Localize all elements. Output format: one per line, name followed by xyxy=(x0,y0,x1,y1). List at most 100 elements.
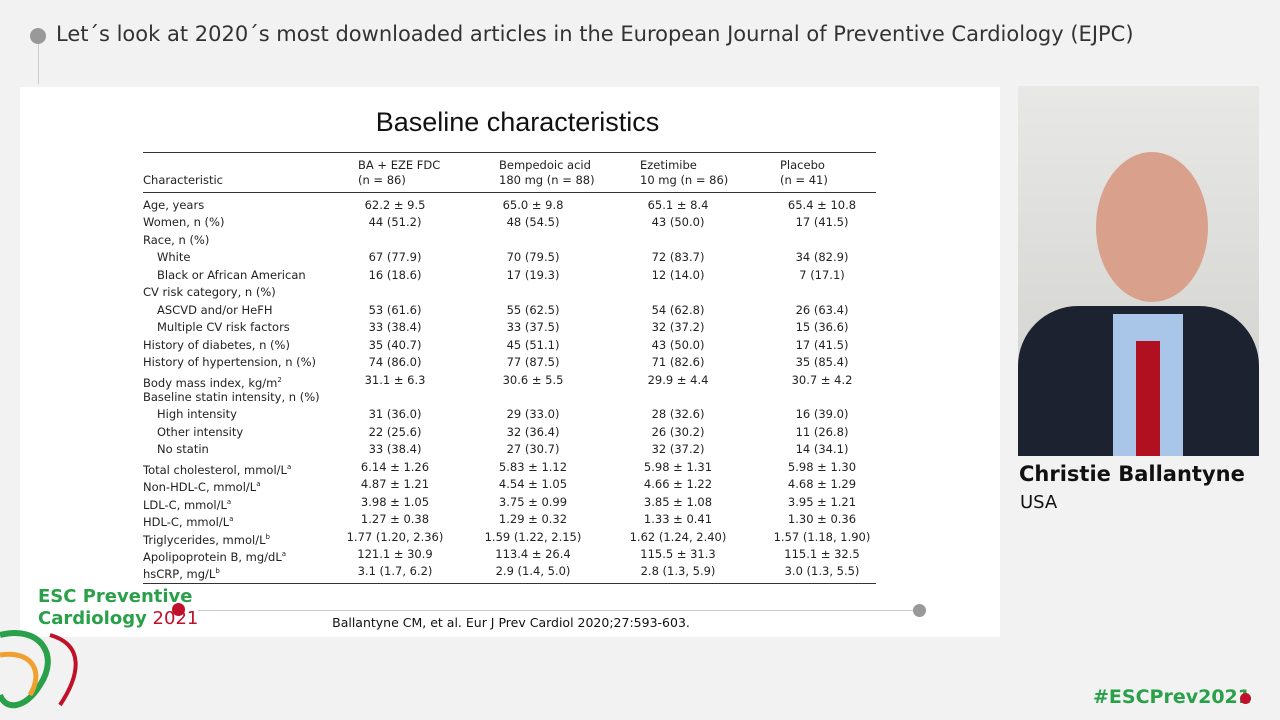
cell-value: 6.14 ± 1.26 xyxy=(360,459,430,474)
hashtag-dot xyxy=(1240,693,1251,704)
cell-value: 44 (51.2) xyxy=(368,215,422,230)
cell-value: 113.4 ± 26.4 xyxy=(495,547,571,561)
row-label-sup: 2 xyxy=(277,375,282,384)
brand-swirl xyxy=(0,630,78,709)
speaker-country: USA xyxy=(1020,492,1058,513)
table-rule xyxy=(143,582,876,584)
cell-value: 31.1 ± 6.3 xyxy=(364,372,426,387)
cell-value: 31 (36.0) xyxy=(368,407,422,422)
row-label-sup: a xyxy=(286,462,292,471)
cell-value: 16 (18.6) xyxy=(368,267,422,282)
row-label: Women, n (%) xyxy=(143,215,224,229)
cell-value: 17 (19.3) xyxy=(506,267,560,282)
cell-value: 2.9 (1.4, 5.0) xyxy=(495,564,571,579)
cell-value: 22 (25.6) xyxy=(368,424,422,439)
cell-value: 29 (33.0) xyxy=(506,407,560,422)
speaker-head xyxy=(1096,152,1208,302)
column-header: Characteristic xyxy=(143,173,223,187)
hashtag: #ESCPrev2021 xyxy=(1093,686,1251,708)
row-label: No statin xyxy=(157,442,209,456)
cell-value: 29.9 ± 4.4 xyxy=(647,372,709,387)
row-label: History of diabetes, n (%) xyxy=(143,338,290,352)
cell-value: 17 (41.5) xyxy=(795,215,849,230)
row-label-text: LDL-C, mmol/L xyxy=(143,497,227,512)
table-rule xyxy=(143,192,876,193)
cell-value: 71 (82.6) xyxy=(651,355,705,370)
cell-value: 26 (63.4) xyxy=(795,302,849,317)
cell-value: 14 (34.1) xyxy=(795,442,849,457)
table-rule xyxy=(143,152,876,153)
row-label: hsCRP, mg/Lb xyxy=(143,564,220,581)
cell-value: 3.75 ± 0.99 xyxy=(498,494,568,509)
cell-value: 72 (83.7) xyxy=(651,250,705,265)
row-label-text: High intensity xyxy=(157,407,237,422)
row-label: Age, years xyxy=(143,198,204,212)
cell-value: 121.1 ± 30.9 xyxy=(357,547,433,561)
cell-value: 33 (37.5) xyxy=(506,320,560,335)
brand-word: Cardiology xyxy=(38,608,147,629)
row-label-text: CV risk category, n (%) xyxy=(143,285,276,300)
bullet-line xyxy=(38,44,39,84)
cell-value: 4.54 ± 1.05 xyxy=(498,477,568,492)
cell-value: 65.1 ± 8.4 xyxy=(647,198,709,212)
row-label-text: hsCRP, mg/L xyxy=(143,567,216,582)
cell-value: 1.62 (1.24, 2.40) xyxy=(629,529,727,544)
cell-value: 35 (40.7) xyxy=(368,337,422,352)
brand-line2: Cardiology 2021 xyxy=(38,608,198,629)
row-label-sup: a xyxy=(226,497,232,506)
row-label-sup: b xyxy=(265,532,270,541)
progress-line xyxy=(198,610,918,611)
row-label-text: Total cholesterol, mmol/L xyxy=(143,462,287,477)
column-header: Bempedoic acid xyxy=(499,158,591,172)
cell-value: 65.4 ± 10.8 xyxy=(787,198,857,212)
cell-value: 2.8 (1.3, 5.9) xyxy=(640,564,716,579)
cell-value: 115.1 ± 32.5 xyxy=(784,547,860,561)
row-label: White xyxy=(157,250,190,264)
cell-value: 3.85 ± 1.08 xyxy=(643,494,713,509)
row-label: Black or African American xyxy=(157,268,306,282)
row-label: Race, n (%) xyxy=(143,233,209,247)
row-label: HDL-C, mmol/La xyxy=(143,512,233,529)
cell-value: 5.83 ± 1.12 xyxy=(498,459,568,474)
row-label-sup: a xyxy=(229,515,234,524)
row-label: Apolipoprotein B, mg/dLa xyxy=(143,547,286,564)
column-header: BA + EZE FDC xyxy=(358,158,441,172)
cell-value: 4.68 ± 1.29 xyxy=(787,477,857,492)
cell-value: 3.0 (1.3, 5.5) xyxy=(784,564,860,579)
cell-value: 12 (14.0) xyxy=(651,267,705,282)
cell-value: 45 (51.1) xyxy=(506,337,560,352)
cell-value: 43 (50.0) xyxy=(651,215,705,230)
cell-value: 35 (85.4) xyxy=(795,355,849,370)
cell-value: 26 (30.2) xyxy=(651,424,705,439)
cell-value: 16 (39.0) xyxy=(795,407,849,422)
cell-value: 5.98 ± 1.31 xyxy=(643,459,713,474)
cell-value: 32 (37.2) xyxy=(651,320,705,335)
row-label-text: Age, years xyxy=(143,198,205,212)
row-label: CV risk category, n (%) xyxy=(143,285,276,299)
speaker-tie xyxy=(1136,341,1160,456)
cell-value: 30.6 ± 5.5 xyxy=(502,372,564,387)
citation: Ballantyne CM, et al. Eur J Prev Cardiol… xyxy=(332,615,690,630)
cell-value: 1.33 ± 0.41 xyxy=(643,512,713,527)
cell-value: 33 (38.4) xyxy=(368,442,422,457)
row-label-text: Non-HDL-C, mmol/L xyxy=(143,480,257,495)
cell-value: 33 (38.4) xyxy=(368,320,422,335)
cell-value: 62.2 ± 9.5 xyxy=(364,198,426,212)
row-label-text: ASCVD and/or HeFH xyxy=(157,302,273,317)
column-header: Placebo xyxy=(780,158,825,172)
row-label: Non-HDL-C, mmol/La xyxy=(143,477,261,494)
cell-value: 1.59 (1.22, 2.15) xyxy=(484,529,582,544)
cell-value: 3.95 ± 1.21 xyxy=(787,494,857,509)
cell-value: 74 (86.0) xyxy=(368,355,422,370)
row-label-text: Multiple CV risk factors xyxy=(157,320,290,335)
cell-value: 3.98 ± 1.05 xyxy=(360,494,430,509)
cell-value: 15 (36.6) xyxy=(795,320,849,335)
cell-value: 1.30 ± 0.36 xyxy=(787,512,857,527)
cell-value: 7 (17.1) xyxy=(799,267,845,282)
cell-value: 11 (26.8) xyxy=(795,424,849,439)
cell-value: 27 (30.7) xyxy=(506,442,560,457)
row-label-text: Triglycerides, mmol/L xyxy=(143,532,266,547)
column-header: (n = 86) xyxy=(358,173,406,187)
row-label: Other intensity xyxy=(157,425,243,439)
